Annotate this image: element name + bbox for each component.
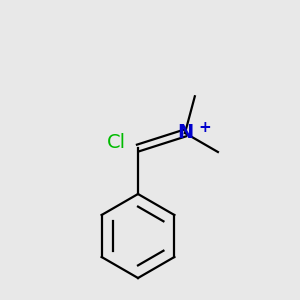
- Text: Cl: Cl: [107, 134, 126, 152]
- Text: +: +: [198, 121, 211, 136]
- Text: N: N: [177, 124, 193, 142]
